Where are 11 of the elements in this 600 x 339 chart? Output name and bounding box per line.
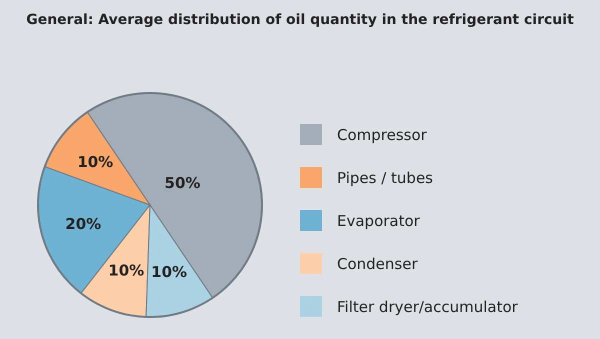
data-label: 20% (65, 215, 102, 234)
legend-label: Evaporator (337, 212, 421, 230)
data-label: 10% (77, 153, 114, 172)
legend-label: Filter dryer/accumulator (337, 298, 519, 316)
chart-title: General: Average distribution of oil quantity in the refrigerant circuit (26, 12, 574, 28)
legend-label: Condenser (337, 255, 418, 273)
legend-label: Pipes / tubes (337, 169, 434, 187)
data-label: 10% (108, 261, 144, 280)
data-label: 50% (164, 174, 200, 192)
legend-label: Compressor (337, 126, 428, 144)
data-label: 10% (151, 262, 188, 281)
